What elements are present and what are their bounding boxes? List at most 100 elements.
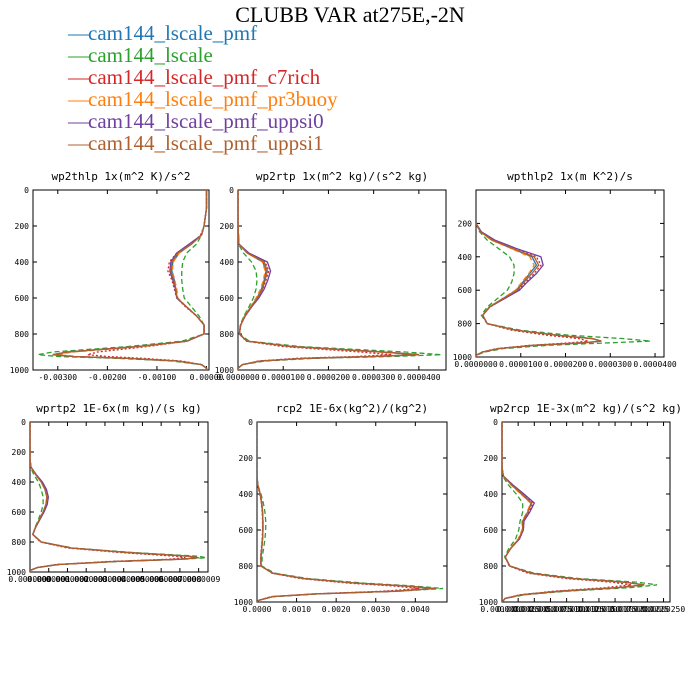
x-tick-label: 0.0000025: [496, 605, 540, 614]
y-tick-label: 200: [15, 222, 30, 231]
y-tick-label: 0: [21, 418, 26, 427]
y-tick-label: 800: [15, 330, 30, 339]
y-tick-label: 800: [484, 562, 499, 571]
y-tick-label: 600: [484, 526, 499, 535]
series-line-4: [476, 223, 602, 357]
y-tick-label: 800: [239, 562, 254, 571]
x-tick-label: -0.00100: [138, 373, 177, 382]
x-tick-label: 0.0000009: [177, 575, 221, 584]
panel-5: wp2rcp 1E-3x(m^2 kg)/(s^2 kg) 0 200 400 600 8…: [479, 402, 686, 614]
series-line-5: [30, 422, 199, 572]
panel-4: rcp2 1E-6x(kg^2)/(kg^2) 0 200 400 600 800 1000…: [234, 402, 448, 614]
x-tick-label: 0.0000: [243, 605, 272, 614]
legend-item: —cam144_lscale_pmf_c7rich: [68, 66, 338, 88]
y-tick-label: 1000: [7, 568, 26, 577]
x-tick-label: 0.0000005: [102, 575, 146, 584]
legend-label: cam144_lscale_pmf: [88, 21, 258, 45]
x-tick-label: 0.0000000: [480, 605, 524, 614]
x-tick-label: 0.0010: [282, 605, 311, 614]
legend-item: —cam144_lscale_pmf_pr3buoy: [68, 88, 338, 110]
y-tick-label: 600: [458, 286, 473, 295]
y-tick-label: 600: [12, 508, 27, 517]
x-tick-label: 0.0000008: [158, 575, 202, 584]
x-tick-label: 0.0000300: [589, 360, 633, 369]
series-line-5: [476, 223, 602, 357]
legend-label: cam144_lscale_pmf_uppsi1: [88, 131, 324, 155]
series-line-4: [52, 190, 208, 370]
x-tick-label: 0.0000250: [642, 605, 686, 614]
series-line-2: [87, 190, 208, 370]
panel-3: wprtp2 1E-6x(m kg)/(s kg) 0 200 400 600 800 10…: [7, 402, 221, 584]
y-tick-label: 800: [12, 538, 27, 547]
x-tick-label: 0.0000006: [121, 575, 165, 584]
x-tick-label: 0.0000300: [352, 373, 396, 382]
x-tick-label: 0.0000000: [216, 373, 260, 382]
y-tick-label: 800: [220, 330, 235, 339]
series-line-4: [30, 422, 199, 572]
x-tick-label: 0.0030: [361, 605, 390, 614]
x-tick-label: 0.0000200: [307, 373, 351, 382]
series-line-2: [30, 422, 186, 572]
y-tick-label: 400: [220, 258, 235, 267]
x-tick-label: 0.0000007: [139, 575, 183, 584]
x-tick-label: 0.0000100: [499, 360, 543, 369]
panel-title: wp2rtp 1x(m^2 kg)/(s^2 kg): [256, 170, 428, 183]
x-tick-label: 0.0000001: [27, 575, 71, 584]
panel-title: wp2rcp 1E-3x(m^2 kg)/(s^2 kg): [490, 402, 682, 415]
page-title: CLUBB VAR at275E,-2N: [235, 2, 465, 27]
series-line-2: [502, 422, 632, 602]
x-tick-label: 0.0000100: [545, 605, 589, 614]
y-tick-label: 200: [220, 222, 235, 231]
x-tick-label: -0.00300: [39, 373, 78, 382]
y-tick-label: 0: [493, 418, 498, 427]
x-tick-label: 0.0020: [322, 605, 351, 614]
x-tick-label: 0.0000400: [397, 373, 441, 382]
y-tick-label: 200: [484, 454, 499, 463]
x-tick-label: 0.00000: [190, 373, 224, 382]
x-tick-label: 0.0000002: [46, 575, 90, 584]
y-tick-label: 0: [248, 418, 253, 427]
x-tick-label: 0.0000200: [610, 605, 654, 614]
series-line-5: [502, 422, 645, 602]
x-tick-label: 0.0000050: [513, 605, 557, 614]
series-line-1: [502, 422, 658, 602]
series-line-5: [238, 190, 419, 370]
x-tick-label: 0.0040: [401, 605, 430, 614]
legend-label: cam144_lscale: [88, 43, 213, 67]
panel-title: rcp2 1E-6x(kg^2)/(kg^2): [276, 402, 428, 415]
panel-2: wpthlp2 1x(m K^2)/s20040060080010000.000…: [453, 170, 677, 369]
y-tick-label: 1000: [479, 598, 498, 607]
plot-frame: [29, 421, 209, 573]
x-tick-label: 0.0000225: [626, 605, 670, 614]
legend-item: —cam144_lscale_pmf_uppsi1: [68, 132, 338, 154]
panel-title: wprtp2 1E-6x(m kg)/(s kg): [36, 402, 202, 415]
y-tick-label: 0: [229, 186, 234, 195]
x-tick-label: 0.0000004: [83, 575, 127, 584]
series-line-5: [52, 190, 208, 370]
y-tick-label: 200: [12, 448, 27, 457]
panel-title: wp2thlp 1x(m^2 K)/s^2: [51, 170, 190, 183]
y-tick-label: 1000: [234, 598, 253, 607]
y-tick-label: 400: [15, 258, 30, 267]
series-line-5: [257, 422, 436, 602]
legend-label: cam144_lscale_pmf_uppsi0: [88, 109, 324, 133]
y-tick-label: 0: [24, 186, 29, 195]
plot-frame: [501, 421, 671, 603]
x-tick-label: 0.0000125: [561, 605, 605, 614]
x-tick-label: 0.0000175: [593, 605, 637, 614]
y-tick-label: 400: [239, 490, 254, 499]
y-tick-label: 800: [458, 320, 473, 329]
plot-frame: [475, 189, 665, 358]
x-tick-label: 0.0000000: [454, 360, 498, 369]
x-tick-label: 0.0000150: [577, 605, 621, 614]
panel-title: wpthlp2 1x(m K^2)/s: [507, 170, 633, 183]
x-tick-label: 0.0000075: [529, 605, 573, 614]
series-line-0: [52, 190, 208, 370]
x-tick-label: -0.00200: [88, 373, 127, 382]
panel-0: wp2thlp 1x(m^2 K)/s^2 0 200 400 600 800 1000 -0…: [10, 170, 224, 382]
series-line-1: [238, 190, 442, 370]
legend-item: —cam144_lscale_pmf_uppsi0: [68, 110, 338, 132]
series-line-3: [476, 223, 602, 357]
x-tick-label: 0.0000003: [65, 575, 109, 584]
